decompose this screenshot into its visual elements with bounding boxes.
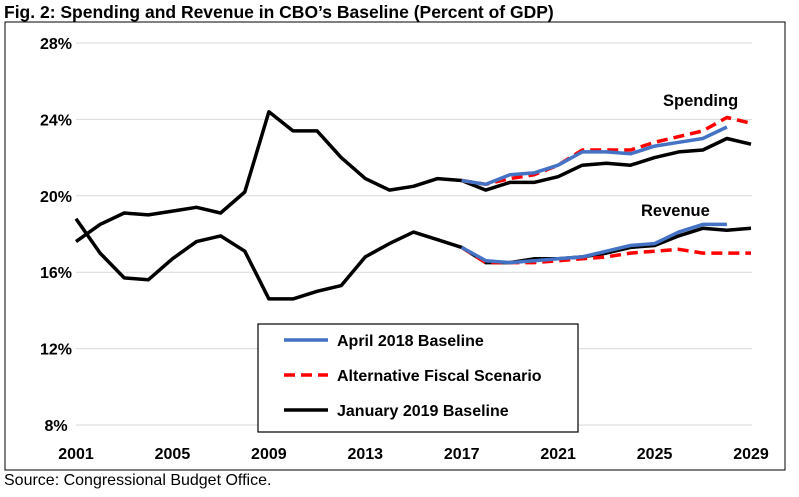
- series-line-revenue-april-2018-baseline: [460, 222, 727, 265]
- x-tick-label-2001: 2001: [58, 446, 94, 463]
- y-tick-label-12: 12%: [40, 342, 72, 359]
- source-note: Source: Congressional Budget Office.: [4, 472, 272, 489]
- x-tick-label-2013: 2013: [347, 446, 383, 463]
- x-tick-label-2005: 2005: [155, 446, 191, 463]
- legend-box: [257, 323, 579, 433]
- y-tick-label-8: 8%: [44, 418, 67, 435]
- spending-annotation: Spending: [663, 92, 738, 110]
- legend-label-january-2019: January 2019 Baseline: [337, 403, 509, 420]
- x-axis-tick-labels: 2001 2005 2009 2013 2017 2021 2025 2029: [58, 446, 769, 463]
- series-line-spending-april-2018-baseline: [461, 125, 728, 187]
- x-tick-label-2025: 2025: [637, 446, 673, 463]
- legend-label-april-2018: April 2018 Baseline: [337, 333, 484, 350]
- y-tick-label-16: 16%: [40, 265, 72, 282]
- y-axis-tick-labels: 8% 12% 16% 20% 24% 28%: [40, 36, 72, 435]
- x-tick-label-2029: 2029: [733, 446, 769, 463]
- series-lines: [74, 110, 752, 301]
- series-line-spending-january-2019-baseline: [74, 110, 752, 244]
- legend: April 2018 Baseline Alternative Fiscal S…: [257, 323, 579, 433]
- revenue-annotation: Revenue: [641, 202, 710, 220]
- x-tick-label-2009: 2009: [251, 446, 287, 463]
- x-tick-label-2021: 2021: [540, 446, 576, 463]
- legend-label-alternative-fiscal: Alternative Fiscal Scenario: [337, 368, 542, 385]
- plot-frame: [4, 21, 786, 471]
- figure-title: Fig. 2: Spending and Revenue in CBO’s Ba…: [4, 2, 554, 22]
- x-tick-label-2017: 2017: [444, 446, 480, 463]
- y-tick-label-20: 20%: [40, 189, 72, 206]
- y-tick-label-28: 28%: [40, 36, 72, 53]
- series-line-revenue-january-2019-baseline: [74, 217, 752, 301]
- y-tick-label-24: 24%: [40, 112, 72, 129]
